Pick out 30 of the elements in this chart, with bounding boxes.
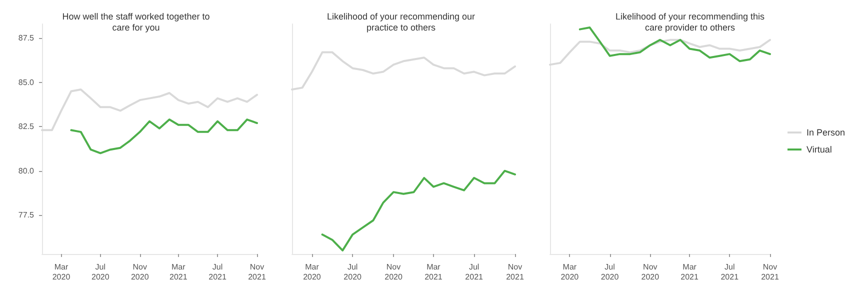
y-tick-label: 82.5 (18, 122, 35, 132)
legend-label: Virtual (806, 144, 832, 154)
chart-title: Likelihood of your recommending this care provider to others (615, 12, 766, 32)
x-tick-label: Mar 2021 (169, 262, 188, 282)
x-tick-label: Jul 2020 (600, 262, 620, 282)
chart-title: How well the staff worked together to care for you (62, 12, 210, 32)
y-tick-label: 77.5 (18, 210, 35, 220)
line-series (41, 88, 258, 132)
x-tick-label: Nov 2020 (641, 262, 660, 282)
x-tick-label: Nov 2020 (384, 262, 403, 282)
x-tick-label: Mar 2020 (560, 262, 580, 282)
x-tick-label: Jul 2021 (720, 262, 740, 282)
line-series (70, 118, 258, 154)
x-tick-label: Nov 2021 (761, 262, 780, 282)
x-tick-label: Jul 2020 (344, 262, 362, 282)
x-tick-label: Nov 2021 (248, 262, 266, 282)
y-tick-label: 87.5 (18, 34, 35, 43)
x-tick-label: Mar 2020 (52, 262, 71, 282)
legend-label: In Person (806, 128, 846, 138)
x-tick-label: Jul 2021 (208, 262, 227, 282)
x-tick-label: Mar 2020 (303, 262, 322, 282)
x-tick-label: Jul 2020 (92, 262, 110, 282)
y-tick-label: 85.0 (18, 78, 35, 87)
x-tick-label: Jul 2021 (465, 262, 484, 282)
x-tick-label: Mar 2021 (680, 262, 699, 282)
x-tick-label: Nov 2020 (130, 262, 150, 282)
y-tick-label: 80.0 (18, 166, 35, 176)
x-tick-label: Nov 2021 (506, 262, 524, 282)
chart-title: Likelihood of your recommending our practice to others (326, 12, 476, 32)
x-tick-label: Mar 2021 (424, 262, 443, 282)
